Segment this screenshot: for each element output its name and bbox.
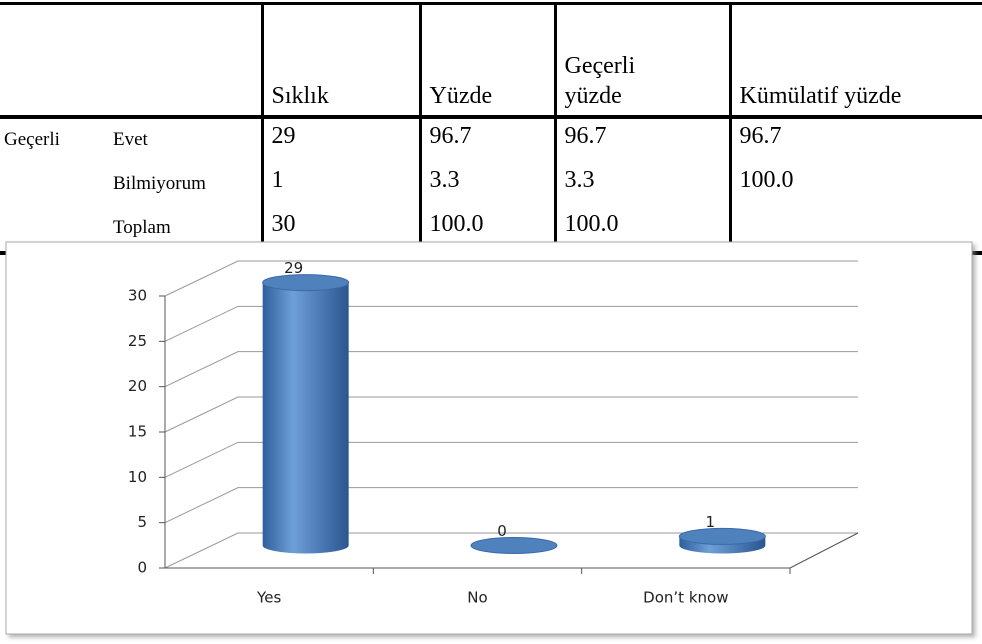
group-label: Geçerli bbox=[4, 129, 60, 150]
grid-line bbox=[164, 441, 858, 478]
grid-line bbox=[164, 260, 858, 297]
row-label: Bilmiyorum bbox=[113, 173, 206, 194]
row: Geçerli Evet 29 96.7 96.7 96.7 bbox=[0, 117, 982, 163]
cylinder-bar bbox=[262, 274, 350, 554]
y-tick-label: 15 bbox=[128, 423, 147, 441]
cell: 100.0 bbox=[728, 163, 982, 207]
cell: 29 bbox=[260, 117, 420, 163]
y-tick-label: 25 bbox=[128, 332, 147, 350]
row-label: Evet bbox=[113, 129, 148, 150]
y-tick-label: 10 bbox=[128, 468, 147, 486]
grid-line bbox=[164, 396, 858, 433]
header-cell: Geçerli yüzde bbox=[553, 2, 730, 119]
chart-frame bbox=[5, 241, 973, 635]
y-tick-label: 20 bbox=[128, 377, 147, 395]
header-cell: Sıklık bbox=[260, 2, 420, 119]
cylinder-body bbox=[262, 282, 349, 554]
cell: 3.3 bbox=[553, 163, 730, 207]
cylinder-bar bbox=[470, 537, 558, 554]
x-tick-label: Yes bbox=[256, 589, 281, 607]
chart: 0 5 10 15 20 25 30 Yes 29 No 0 Don’t know 1 bbox=[5, 241, 973, 635]
header-row: Sıklık Yüzde Geçerli yüzde Kümülatif yüz… bbox=[0, 2, 982, 119]
floor-edge bbox=[789, 532, 859, 569]
value-label: 29 bbox=[284, 259, 303, 277]
cylinder-top bbox=[262, 274, 350, 292]
cell: 96.7 bbox=[553, 117, 730, 163]
value-label: 1 bbox=[706, 513, 716, 531]
cylinder-bar bbox=[678, 527, 766, 554]
grid-line bbox=[164, 305, 858, 342]
cell: 1 bbox=[260, 163, 420, 207]
cell: 3.3 bbox=[418, 163, 555, 207]
header-cell: Yüzde bbox=[418, 2, 555, 119]
row: Bilmiyorum 1 3.3 3.3 100.0 bbox=[0, 163, 982, 207]
grid-line bbox=[164, 532, 858, 569]
x-tick-label: No bbox=[467, 589, 487, 607]
y-tick-label: 30 bbox=[128, 287, 147, 305]
cell: 96.7 bbox=[728, 117, 982, 163]
grid-line bbox=[164, 351, 858, 388]
grid-line bbox=[164, 487, 858, 524]
frequency-table: Sıklık Yüzde Geçerli yüzde Kümülatif yüz… bbox=[0, 2, 982, 255]
y-tick-label: 5 bbox=[137, 513, 147, 531]
y-tick-label: 0 bbox=[137, 559, 147, 577]
cylinder-top bbox=[678, 527, 766, 545]
x-tick-label: Don’t know bbox=[643, 589, 728, 607]
header-cell: Kümülatif yüzde bbox=[728, 2, 982, 119]
cell: 96.7 bbox=[418, 117, 555, 163]
value-label: 0 bbox=[497, 522, 507, 540]
cylinder-top bbox=[470, 537, 558, 554]
